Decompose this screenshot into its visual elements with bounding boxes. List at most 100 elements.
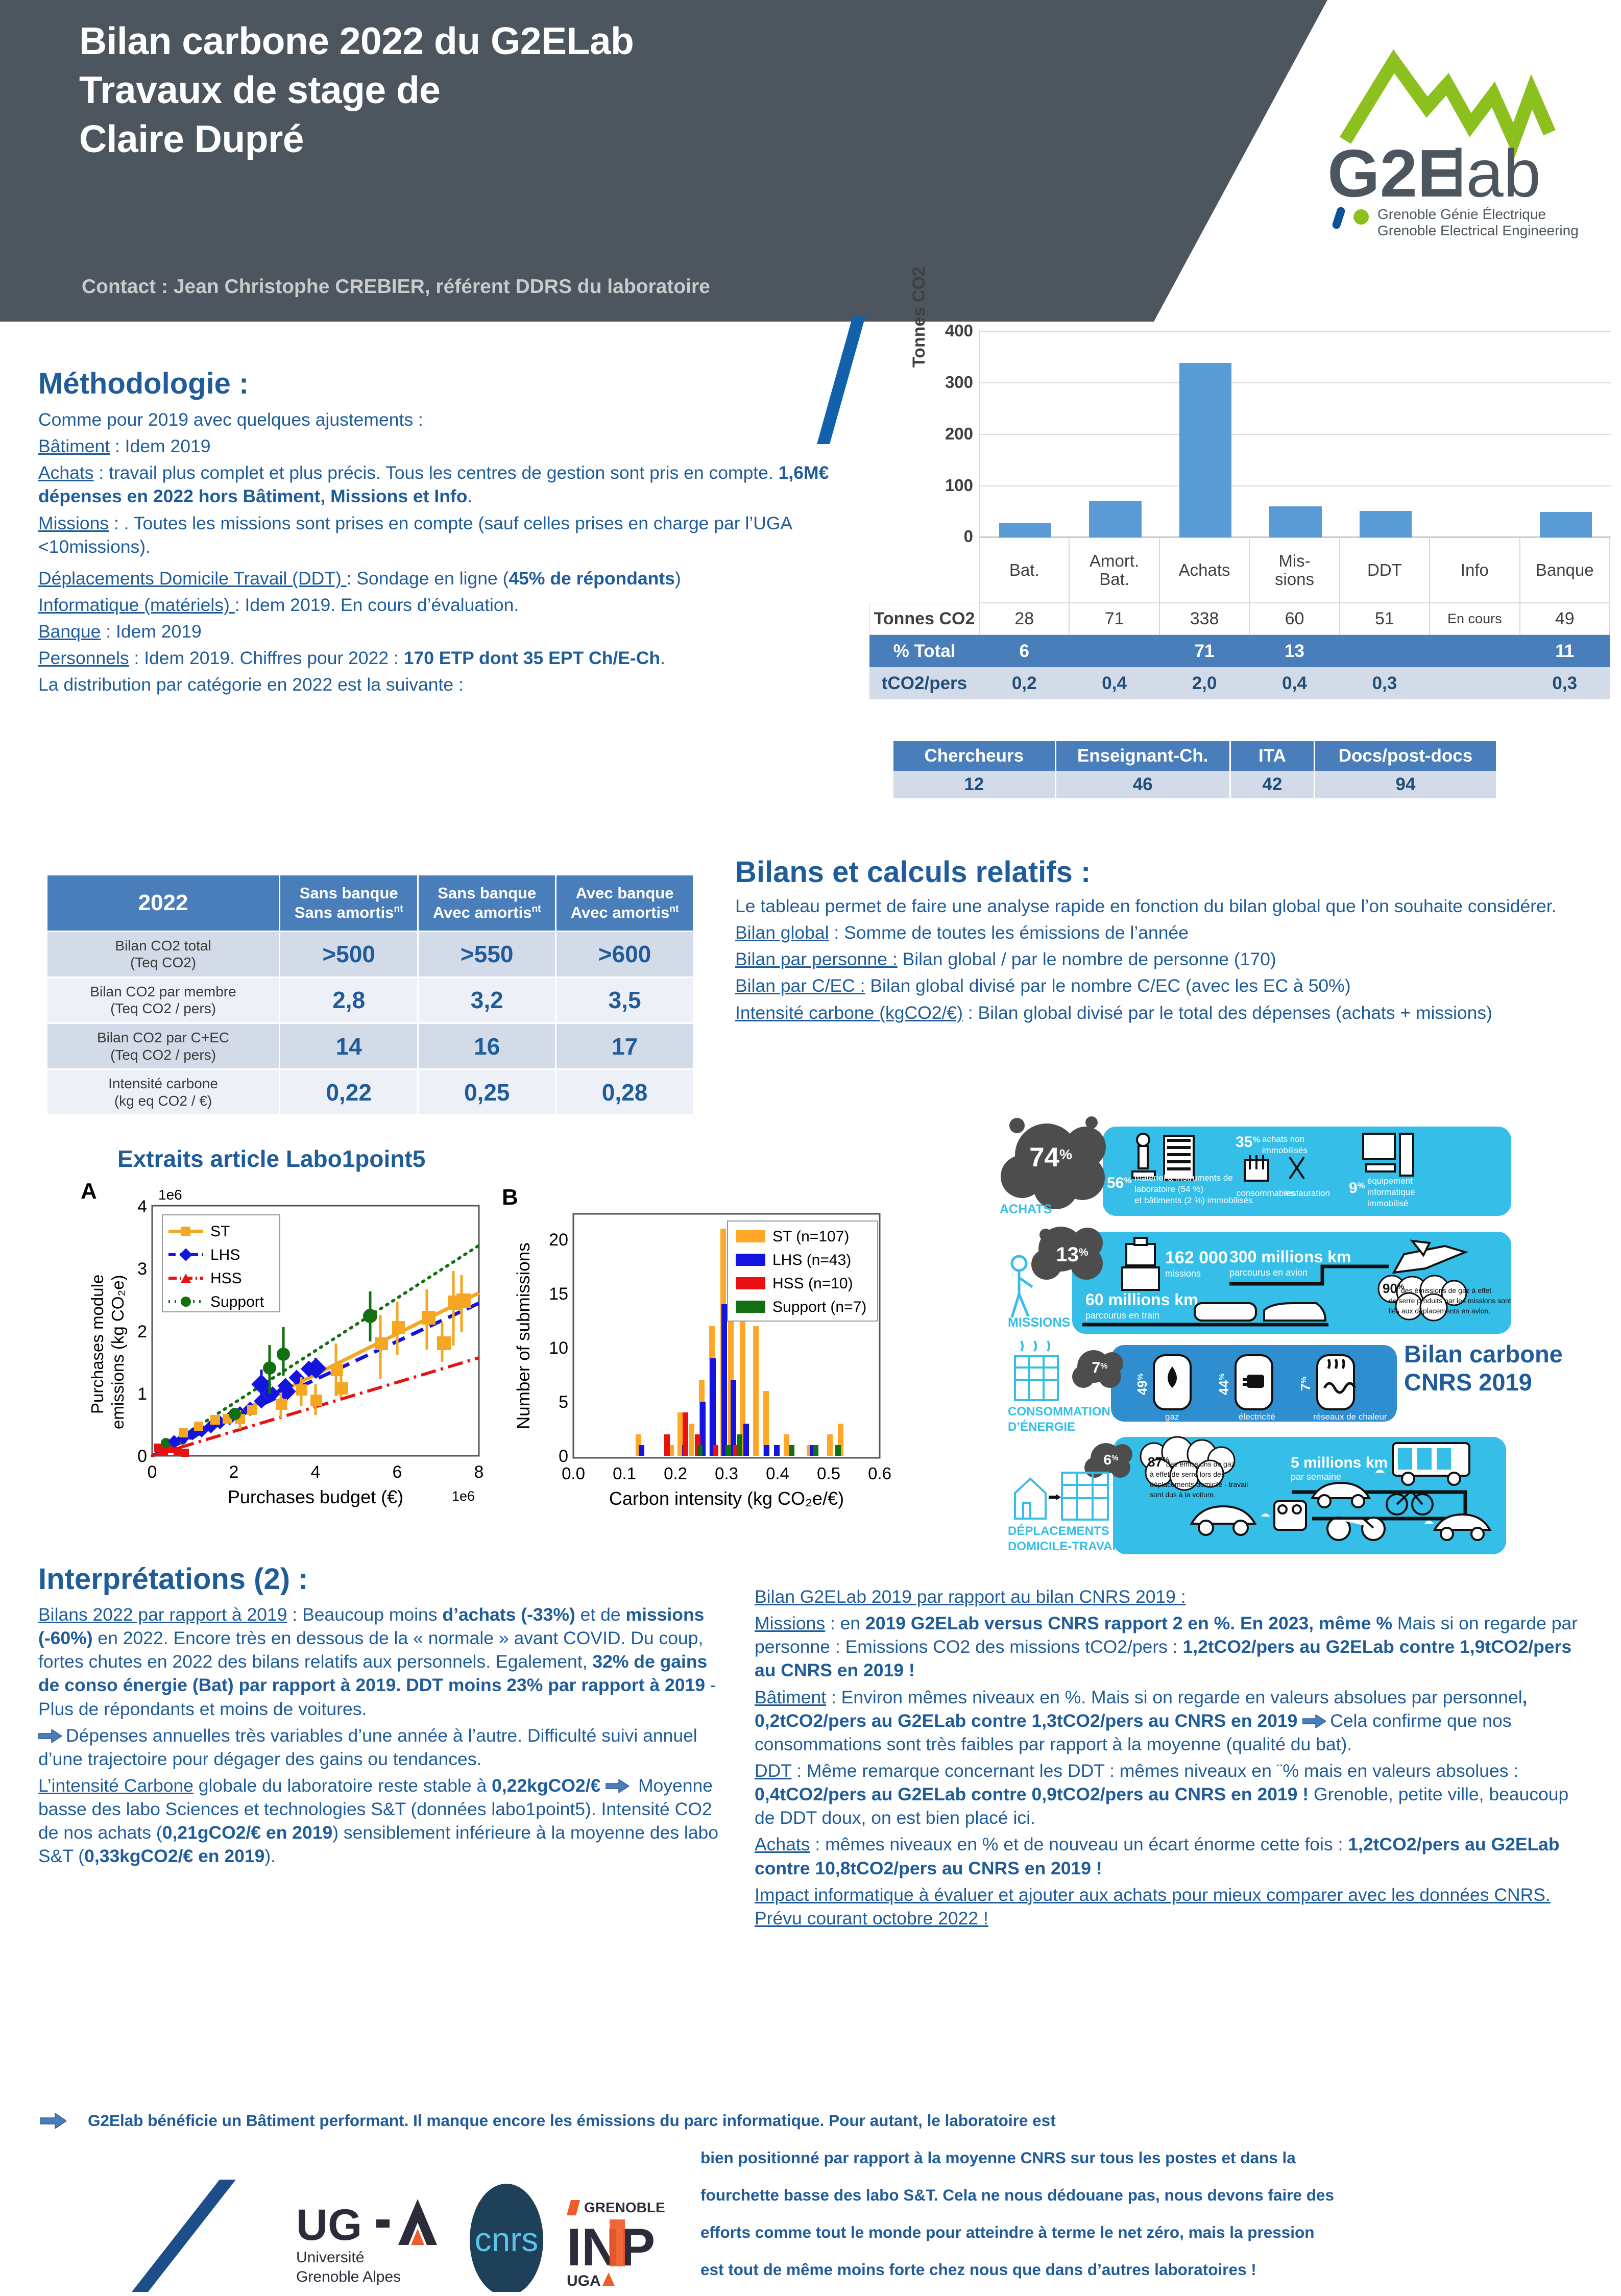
summary-cec-c3: 17 <box>555 1022 694 1070</box>
info-label-chaleur: réseaux de chaleur <box>1313 1412 1387 1422</box>
svg-text:4: 4 <box>311 1462 321 1482</box>
methodo-item-missions: Missions : . Toutes les missions sont pr… <box>38 512 792 557</box>
summary-membre-c2: 3,2 <box>417 976 557 1024</box>
cat-achats: Achats <box>1159 538 1250 603</box>
svg-text:0.6: 0.6 <box>868 1464 891 1483</box>
interp-right-header: Bilan G2ELab 2019 par rapport au bilan C… <box>755 1586 1186 1607</box>
emissions-bar-chart: Tonnes CO2 400 300 200 100 0 Bat. Amort.… <box>869 266 1611 704</box>
page-title: Bilan carbone 2022 du G2ELab Travaux de … <box>79 16 1049 163</box>
bar-amort-bat <box>1089 501 1142 538</box>
svg-text:DOMICILE-TRAVAIL: DOMICILE-TRAVAIL <box>1008 1540 1123 1553</box>
svg-text:0.4: 0.4 <box>766 1464 789 1483</box>
bar-cell-info <box>1431 331 1520 538</box>
logo-tagline-en: Grenoble Electrical Engineering <box>1377 223 1579 238</box>
summary-membre-c1: 2,8 <box>279 976 419 1024</box>
summary-row-membre: Bilan CO2 par membre (Teq CO2 / pers) 2,8… <box>45 976 694 1024</box>
inp-grenoble-text: GRENOBLE <box>584 2200 665 2215</box>
interp-right-batiment: Bâtiment : Environ mêmes niveaux en %. M… <box>755 1687 1528 1754</box>
info-category-missions: MISSIONS <box>1008 1315 1070 1330</box>
panel-a-ylabel: Purchases module <box>88 1275 107 1414</box>
interp-left-depenses: Dépenses annuelles très variables d’une … <box>38 1725 697 1769</box>
cat-banque: Banque <box>1519 538 1610 603</box>
tco2-info <box>1430 667 1520 699</box>
svg-text:immobilisé: immobilisé <box>1367 1199 1408 1208</box>
methodologie-body: Comme pour 2019 avec quelques ajustement… <box>38 408 865 697</box>
panel-b-letter: B <box>502 1185 518 1210</box>
bar-cell-missions <box>1250 331 1340 538</box>
ytick-200: 200 <box>945 424 973 443</box>
panel-b-legend-support: Support (n=7) <box>772 1299 866 1315</box>
summary-label-intensite: Intensité carbone (kg eq CO2 / €) <box>45 1068 281 1116</box>
summary-label-membre: Bilan CO2 par membre (Teq CO2 / pers) <box>45 976 281 1024</box>
infographic-title: Bilan carbone CNRS 2019 <box>1404 1340 1588 1397</box>
arrow-icon <box>38 1725 63 1744</box>
tco2-missions: 0,4 <box>1249 667 1340 699</box>
bar-missions <box>1269 506 1322 538</box>
conclusion-line-1: G2Elab bénéficie un Bâtiment performant.… <box>88 2111 1056 2130</box>
panel-b-xlabel: Carbon intensity (kg CO₂e/€) <box>609 1488 844 1509</box>
arrow-icon <box>1302 1710 1327 1729</box>
conclusion-text: G2Elab bénéficie un Bâtiment performant.… <box>88 2102 1594 2288</box>
cat-ddt: DDT <box>1339 538 1430 603</box>
methodo-item-banque: Banque : Idem 2019 <box>38 621 202 642</box>
interp-right-impact: Impact informatique à évaluer et ajouter… <box>755 1884 1551 1928</box>
personnel-th-enseignants: Enseignant-Ch. <box>1056 741 1231 771</box>
svg-text:20: 20 <box>549 1230 568 1250</box>
arrow-icon <box>605 1775 630 1794</box>
interp-right-ddt: DDT : Même remarque concernant les DDT :… <box>755 1760 1569 1828</box>
tonnes-ddt: 51 <box>1339 603 1430 635</box>
svg-text:0.3: 0.3 <box>715 1464 738 1483</box>
svg-text:des émissions de gaz à effet: des émissions de gaz à effet <box>1401 1286 1491 1294</box>
svg-text:0.2: 0.2 <box>664 1464 687 1483</box>
summary-row-total: Bilan CO2 total (Teq CO2) >500 >550 >600 <box>45 930 694 978</box>
bar-bat <box>999 523 1052 538</box>
personnel-val-chercheurs: 12 <box>893 771 1056 798</box>
methodo-intro: Comme pour 2019 avec quelques ajustement… <box>38 409 423 430</box>
info-pct-87: 87% <box>1148 1454 1169 1470</box>
summary-col-2: Sans banque Avec amortisnt <box>417 874 557 932</box>
svg-text:1e6: 1e6 <box>158 1187 182 1203</box>
info-label-electricite: électricité <box>1239 1412 1275 1422</box>
personnel-val-enseignants: 46 <box>1056 771 1231 798</box>
summary-col-1: Sans banque Sans amortisnt <box>279 874 419 932</box>
svg-text:15: 15 <box>549 1284 568 1304</box>
info-small-train: parcourus en train <box>1085 1310 1159 1321</box>
svg-text:0.1: 0.1 <box>613 1464 636 1483</box>
summary-col-3: Avec banque Avec amortisnt <box>555 874 694 932</box>
bilans-item-intensite: Intensité carbone (kgCO2/€) : Bilan glob… <box>735 1002 1492 1023</box>
info-label-consommables: consommables <box>1237 1188 1295 1198</box>
summary-intensite-c1: 0,22 <box>279 1068 419 1116</box>
methodo-item-ddt: Déplacements Domicile Travail (DDT) : So… <box>38 568 681 589</box>
tco2-amort: 0,4 <box>1069 667 1159 699</box>
svg-text:de serre produits par les miss: de serre produits par les missions sont <box>1389 1297 1511 1305</box>
personnel-table: Chercheurs Enseignant-Ch. ITA Docs/post-… <box>893 741 1496 798</box>
summary-table-2022: 2022 Sans banque Sans amortisnt Sans banq… <box>45 874 694 1116</box>
bilans-item-global: Bilan global : Somme de toutes les émiss… <box>735 922 1189 943</box>
ytick-400: 400 <box>945 321 973 340</box>
summary-intensite-c2: 0,25 <box>417 1068 557 1116</box>
svg-text:0: 0 <box>137 1447 147 1466</box>
article-title: Extraits article Labo1point5 <box>117 1145 426 1172</box>
chart-row-tonnes: Tonnes CO2 28 71 338 60 51 En cours 49 <box>869 603 1610 635</box>
chart-y-axis-label: Tonnes CO2 <box>909 266 929 368</box>
bar-achats <box>1179 363 1232 538</box>
svg-text:laboratoire (54 %): laboratoire (54 %) <box>1134 1184 1203 1194</box>
svg-text:immobilisés: immobilisés <box>1262 1145 1308 1155</box>
uga-sub-1: Université <box>296 2249 364 2266</box>
bar-cell-bat <box>980 331 1070 538</box>
svg-text:1: 1 <box>137 1384 147 1404</box>
svg-text:0: 0 <box>559 1447 568 1466</box>
summary-total-c1: >500 <box>279 930 419 978</box>
infographic-title-line1: Bilan carbone <box>1404 1340 1563 1367</box>
info-text-35a: achats non <box>1262 1134 1304 1144</box>
summary-total-c2: >550 <box>417 930 557 978</box>
personnel-val-docs: 94 <box>1395 774 1416 794</box>
tonnes-bat: 28 <box>979 603 1070 635</box>
bar-ddt <box>1359 511 1412 538</box>
svg-text:informatique: informatique <box>1367 1187 1415 1197</box>
ytick-100: 100 <box>945 476 973 495</box>
info-text-56a: matériel & instruments de <box>1134 1173 1233 1183</box>
tco2-achats: 2,0 <box>1159 667 1250 699</box>
info-big-5m: 5 millions km <box>1291 1454 1388 1471</box>
